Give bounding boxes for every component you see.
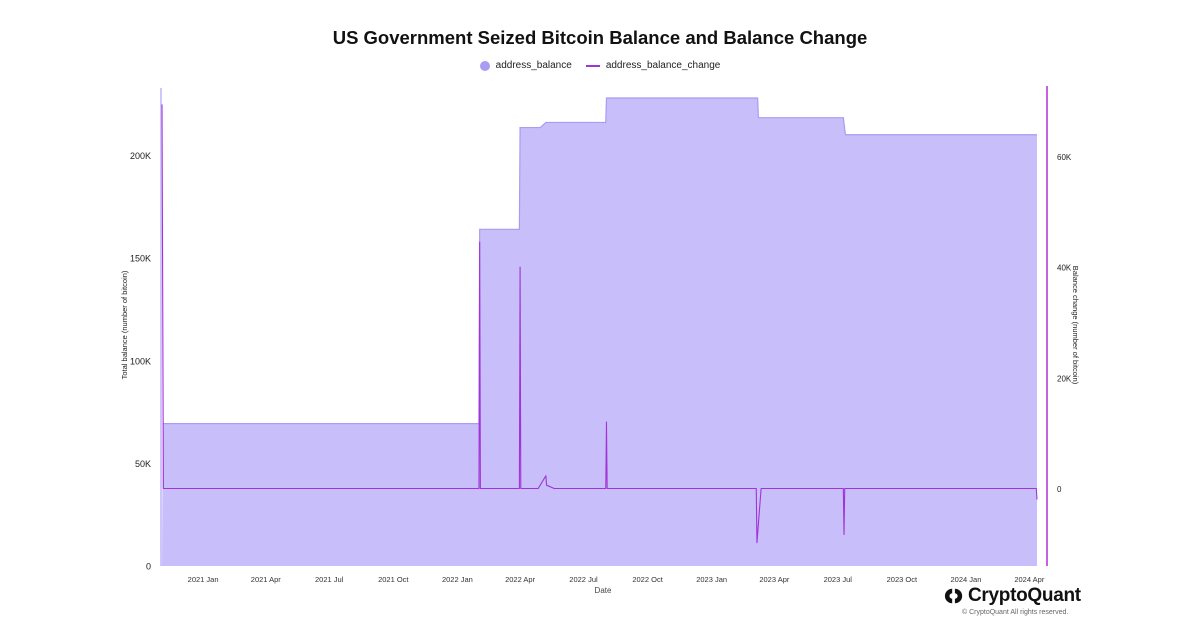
y-axis-right-title: Balance change (number of bitcoin)	[1071, 266, 1080, 385]
series-address-balance-area	[162, 98, 1037, 566]
y-right-tick-label: 20K	[1057, 374, 1072, 383]
legend-change-swatch	[585, 64, 600, 67]
x-axis-title: Date	[595, 586, 612, 595]
y-right-tick-label: 40K	[1057, 264, 1072, 273]
brand-logo: CryptoQuant	[944, 585, 1081, 607]
x-tick-label: 2023 Jul	[824, 575, 853, 584]
legend-change-label: address_balance_change	[605, 60, 721, 71]
x-tick-label: 2022 Apr	[505, 575, 536, 584]
legend-item-balance[interactable]: address_balance	[479, 60, 572, 71]
x-tick-label: 2021 Jul	[315, 575, 344, 584]
x-tick-label: 2021 Apr	[251, 575, 282, 584]
y-right-tick-label: 0	[1057, 485, 1062, 494]
legend-balance-label: address_balance	[495, 60, 572, 71]
copyright-text: © CryptoQuant All rights reserved.	[962, 609, 1069, 616]
chart-title: US Government Seized Bitcoin Balance and…	[332, 27, 868, 48]
chart-legend: address_balance address_balance_change	[0, 60, 1200, 71]
x-tick-label: 2022 Oct	[632, 575, 663, 584]
x-tick-label: 2023 Apr	[759, 575, 790, 584]
x-tick-label: 2023 Jan	[696, 575, 727, 584]
x-tick-label: 2023 Oct	[887, 575, 918, 584]
y-left-tick-label: 200K	[130, 151, 151, 161]
legend-balance-swatch	[479, 60, 490, 71]
y-axis-left-title: Total balance (number of bitcoin)	[120, 270, 129, 379]
x-tick-label: 2024 Jan	[951, 575, 982, 584]
y-left-tick-label: 150K	[130, 254, 151, 264]
y-right-tick-label: 60K	[1057, 153, 1072, 162]
y-left-tick-label: 0	[146, 562, 151, 572]
x-tick-label: 2021 Oct	[378, 575, 409, 584]
cryptoquant-logo-icon	[944, 588, 963, 604]
series-address-balance-change-line	[161, 104, 1038, 544]
y-left-tick-label: 50K	[135, 459, 151, 469]
y-left-tick-label: 100K	[130, 356, 151, 366]
x-tick-label: 2021 Jan	[188, 575, 219, 584]
legend-item-change[interactable]: address_balance_change	[585, 60, 721, 71]
series-address-balance-line	[162, 97, 1037, 425]
x-tick-label: 2022 Jul	[569, 575, 598, 584]
x-tick-label: 2024 Apr	[1014, 575, 1045, 584]
brand-name: CryptoQuant	[968, 585, 1081, 606]
x-tick-label: 2022 Jan	[442, 575, 473, 584]
